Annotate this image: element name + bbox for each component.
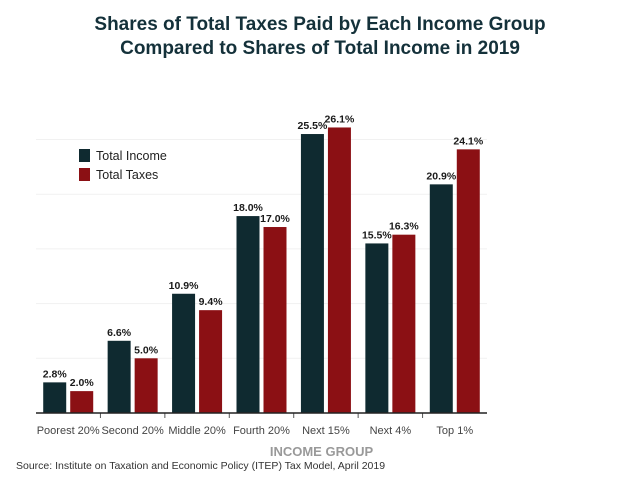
bar-taxes	[263, 227, 287, 413]
data-label: 25.5%	[298, 120, 328, 132]
data-label: 26.1%	[325, 113, 355, 125]
data-label: 6.6%	[107, 327, 132, 339]
legend-label: Total Taxes	[96, 168, 158, 182]
legend-swatch-income	[79, 149, 90, 162]
bar-income	[107, 340, 131, 413]
x-tick-label: Poorest 20%	[37, 425, 100, 437]
x-tick-label: Next 4%	[370, 425, 412, 437]
source-note: Source: Institute on Taxation and Econom…	[16, 460, 386, 472]
chart-subtitle: Compared to Shares of Total Income in 20…	[120, 38, 520, 59]
data-label: 18.0%	[233, 202, 263, 214]
data-label: 2.0%	[70, 377, 95, 389]
bar-taxes	[456, 149, 480, 413]
data-label: 10.9%	[169, 280, 199, 292]
data-label: 2.8%	[43, 368, 68, 380]
data-label: 17.0%	[260, 213, 290, 225]
bar-income	[429, 184, 453, 413]
x-tick-label: Next 15%	[302, 425, 350, 437]
bar-taxes	[392, 234, 416, 413]
bar-taxes	[70, 391, 94, 413]
x-tick-label: Fourth 20%	[233, 425, 290, 437]
bar-income	[365, 243, 389, 413]
bar-taxes	[199, 310, 223, 413]
bar-income	[236, 216, 260, 413]
data-label: 20.9%	[426, 170, 456, 182]
data-label: 9.4%	[199, 296, 224, 308]
bar-income	[172, 293, 196, 413]
x-tick-label: Top 1%	[436, 425, 473, 437]
x-tick-label: Second 20%	[101, 425, 164, 437]
bar-taxes	[327, 127, 351, 413]
x-axis-title: INCOME GROUP	[270, 444, 374, 459]
data-label: 16.3%	[389, 221, 419, 233]
chart-title: Shares of Total Taxes Paid by Each Incom…	[94, 14, 546, 35]
bar-taxes	[134, 358, 158, 413]
legend-swatch-taxes	[79, 168, 90, 181]
x-tick-label: Middle 20%	[168, 425, 226, 437]
data-label: 15.5%	[362, 229, 392, 241]
bar-income	[43, 382, 67, 413]
data-label: 5.0%	[134, 344, 159, 356]
bar-income	[300, 134, 324, 413]
data-label: 24.1%	[453, 135, 483, 147]
legend-label: Total Income	[96, 149, 167, 163]
